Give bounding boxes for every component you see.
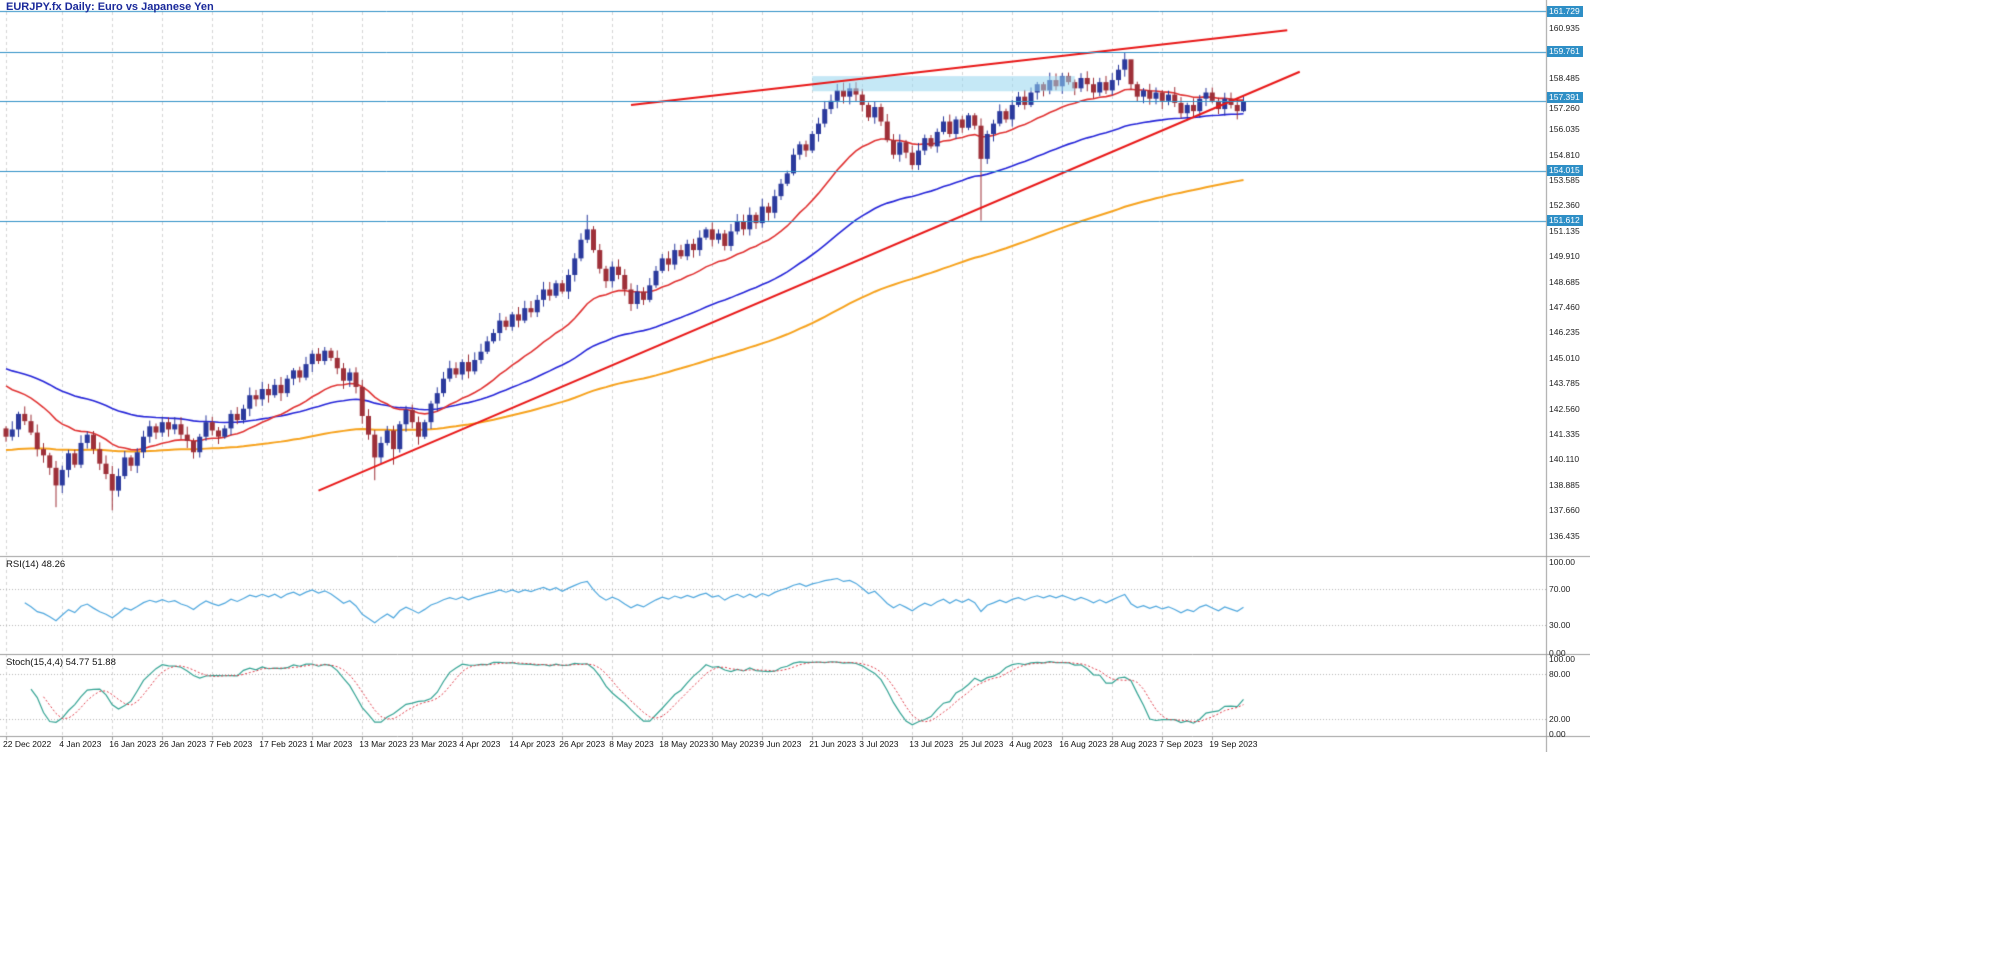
date-tick-label: 16 Jan 2023 [109,739,157,749]
price-line-tag: 161.729 [1547,5,1583,17]
chart-title: EURJPY.fx Daily: Euro vs Japanese Yen [6,1,214,13]
date-tick-label: 4 Aug 2023 [1009,739,1053,749]
date-tick-label: 7 Feb 2023 [209,739,253,749]
date-tick-label: 30 May 2023 [709,739,759,749]
price-axis-label: 138.885 [1549,479,1580,490]
date-tick-label: 4 Jan 2023 [59,739,102,749]
stoch-level-label: 0.00 [1549,728,1566,739]
price-axis-label: 152.360 [1549,200,1580,211]
price-axis-label: 154.810 [1549,149,1580,160]
date-tick-label: 23 Mar 2023 [409,739,457,749]
price-axis-label: 148.685 [1549,276,1580,287]
date-tick-label: 22 Dec 2022 [3,739,52,749]
price-axis-label: 137.660 [1549,505,1580,516]
price-axis-label: 140.110 [1549,454,1580,465]
rsi-level-label: 0.00 [1549,647,1566,658]
price-axis[interactable]: 160.935 158.485 157.260 156.035 154.810 153.5… [1547,0,1590,752]
date-tick-label: 28 Aug 2023 [1109,739,1157,749]
price-axis-label: 158.485 [1549,73,1580,84]
price-line-tag: 151.612 [1547,215,1583,227]
stoch-indicator-label: Stoch(15,4,4) 54.77 51.88 [6,657,116,668]
price-axis-label: 157.260 [1549,102,1580,113]
chart-window: EURJPY.fx Daily: Euro vs Japanese Yen RS… [0,0,1590,752]
price-axis-label: 136.435 [1549,530,1580,541]
rsi-indicator-label: RSI(14) 48.26 [6,559,66,570]
date-tick-label: 21 Jun 2023 [809,739,857,749]
rsi-level-label: 70.00 [1549,583,1571,594]
price-axis-label: 153.585 [1549,174,1580,185]
date-tick-label: 25 Jul 2023 [959,739,1004,749]
date-tick-label: 13 Mar 2023 [359,739,407,749]
stoch-level-label: 80.00 [1549,668,1571,679]
price-line-tag: 154.015 [1547,165,1583,177]
rsi-level-label: 100.00 [1549,556,1575,567]
price-axis-label: 146.235 [1549,327,1580,338]
price-chart-canvas[interactable] [0,0,1590,752]
date-tick-label: 26 Apr 2023 [559,739,606,749]
price-axis-label: 160.935 [1549,22,1580,33]
price-axis-label: 149.910 [1549,251,1580,262]
date-tick-label: 14 Apr 2023 [509,739,556,749]
date-tick-label: 26 Jan 2023 [159,739,207,749]
date-tick-label: 9 Jun 2023 [759,739,802,749]
price-axis-label: 141.335 [1549,428,1580,439]
price-axis-label: 142.560 [1549,403,1580,414]
date-tick-label: 16 Aug 2023 [1059,739,1107,749]
date-tick-label: 17 Feb 2023 [259,739,307,749]
date-tick-label: 13 Jul 2023 [909,739,954,749]
price-axis-label: 147.460 [1549,301,1580,312]
date-tick-label: 19 Sep 2023 [1209,739,1258,749]
price-line-tag: 159.761 [1547,46,1583,58]
price-axis-label: 151.135 [1549,225,1580,236]
price-axis-label: 143.785 [1549,378,1580,389]
date-tick-label: 7 Sep 2023 [1159,739,1203,749]
date-tick-label: 8 May 2023 [609,739,654,749]
date-tick-label: 18 May 2023 [659,739,709,749]
price-line-tag: 157.391 [1547,92,1583,104]
price-axis-label: 145.010 [1549,352,1580,363]
date-tick-label: 4 Apr 2023 [459,739,501,749]
price-axis-label: 156.035 [1549,124,1580,135]
stoch-level-label: 100.00 [1549,653,1575,664]
rsi-level-label: 30.00 [1549,620,1571,631]
stoch-level-label: 20.00 [1549,713,1571,724]
date-tick-label: 3 Jul 2023 [859,739,899,749]
date-tick-label: 1 Mar 2023 [309,739,353,749]
date-axis[interactable]: 22 Dec 2022 4 Jan 2023 16 Jan 2023 26 Jan 2… [0,739,1546,752]
